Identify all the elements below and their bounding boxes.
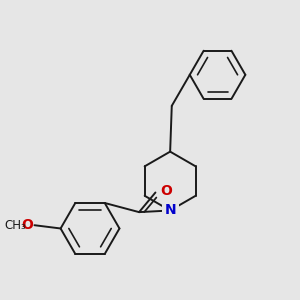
Text: O: O	[21, 218, 33, 232]
Text: O: O	[160, 184, 172, 198]
Text: N: N	[164, 203, 176, 218]
Text: CH₃: CH₃	[4, 219, 26, 232]
